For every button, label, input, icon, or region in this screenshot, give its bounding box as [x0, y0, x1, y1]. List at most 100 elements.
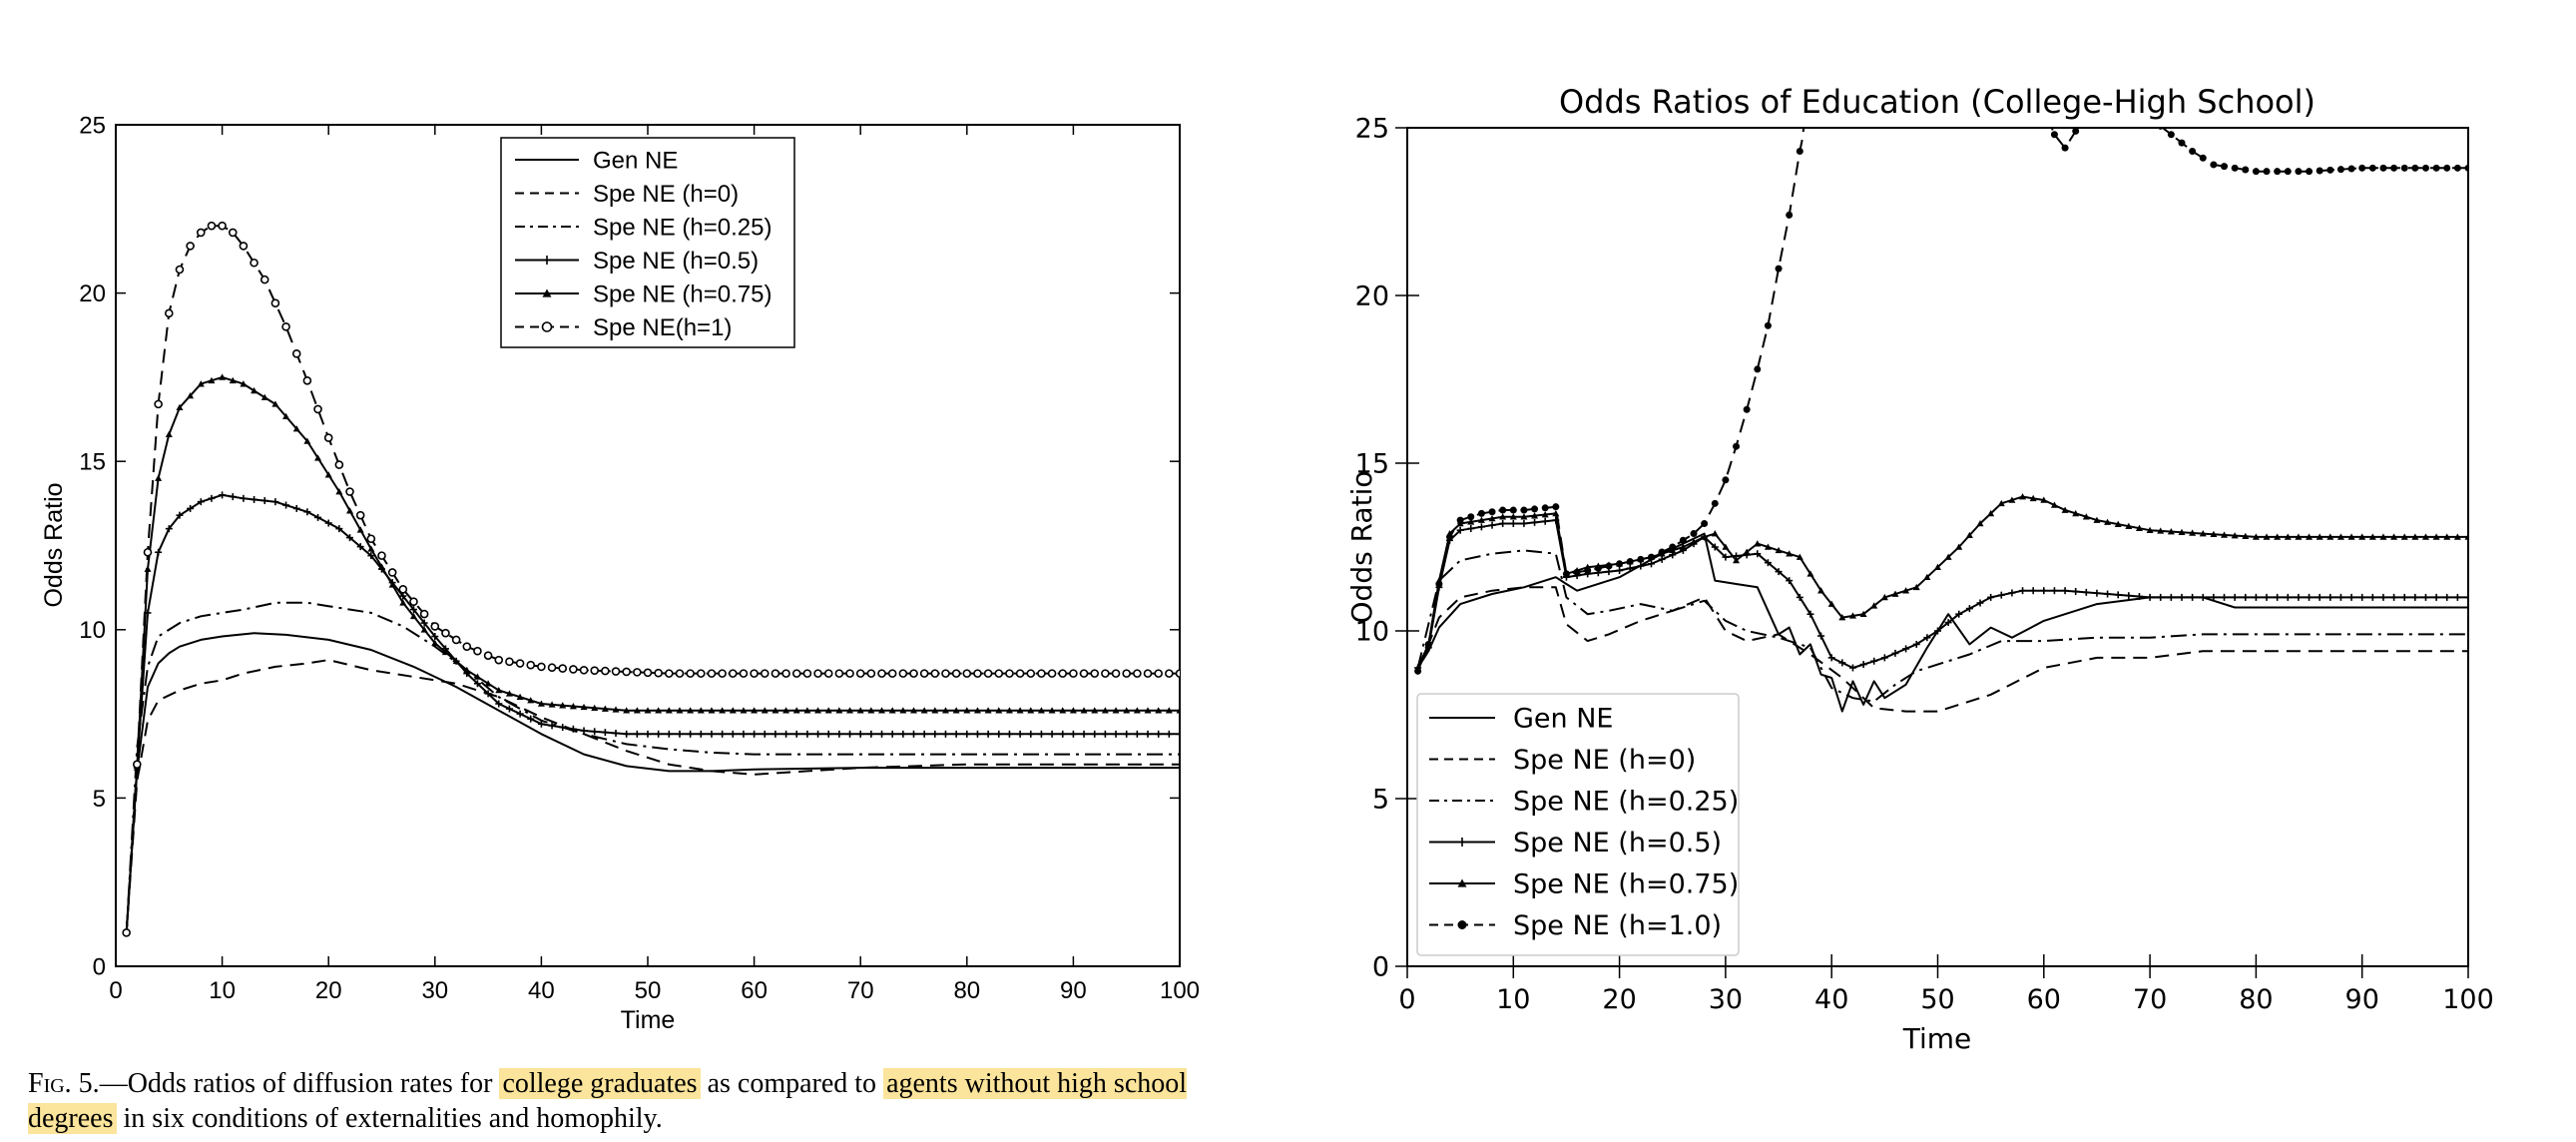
triangle-marker: [1059, 707, 1067, 714]
triangle-marker: [282, 412, 290, 420]
circle-marker: [973, 669, 982, 678]
dot-marker: [1456, 516, 1464, 524]
series-group: [122, 221, 1180, 937]
triangle-marker: [2326, 533, 2334, 540]
triangle-marker: [899, 707, 907, 714]
circle-marker: [547, 663, 557, 673]
circle-marker: [919, 669, 929, 678]
triangle-marker: [1477, 516, 1485, 523]
triangle-marker: [761, 707, 769, 714]
triangle-marker: [1541, 511, 1549, 518]
series-line-4: [1416, 495, 2468, 669]
triangle-marker: [1817, 587, 1825, 594]
x-axis-label: Time: [621, 1006, 676, 1034]
circle-marker: [707, 669, 717, 678]
circle-marker: [877, 669, 886, 678]
x-tick-label: 50: [635, 977, 662, 1004]
x-tick-label: 10: [1496, 984, 1530, 1015]
left-chart: 0 10 20 30 40 50 60 70 80 90 100 0 5 10 15 20 25 Time Od…: [40, 112, 1200, 1034]
triangle-marker: [1048, 707, 1056, 714]
dot-marker: [2400, 164, 2408, 172]
triangle-marker: [2072, 509, 2080, 517]
circle-marker: [823, 669, 833, 678]
dot-marker: [1594, 564, 1602, 572]
triangle-marker: [2347, 533, 2355, 540]
circle-marker: [739, 669, 749, 678]
x-tick-label: 100: [2442, 984, 2494, 1015]
triangle-marker: [729, 707, 737, 714]
circle-marker: [696, 669, 706, 678]
circle-marker: [962, 669, 972, 678]
x-tick-label: 40: [1814, 984, 1848, 1015]
triangle-marker: [803, 707, 811, 714]
triangle-marker: [1711, 530, 1719, 537]
circle-marker: [855, 669, 865, 678]
triangle-marker: [835, 707, 843, 714]
triangle-marker: [1552, 509, 1560, 517]
y-tick-label: 25: [1355, 113, 1389, 144]
circle-marker: [813, 669, 822, 678]
circle-marker: [728, 669, 738, 678]
dot-marker: [2358, 164, 2366, 172]
triangle-marker: [2104, 518, 2112, 525]
circle-marker: [462, 642, 472, 651]
caption-text-1: —Odds ratios of diffusion rates for: [99, 1068, 500, 1099]
legend-box: [1416, 693, 1740, 956]
triangle-marker: [633, 707, 641, 714]
x-tick-label: 80: [2239, 984, 2273, 1015]
triangle-marker: [910, 707, 917, 714]
triangle-marker: [495, 686, 503, 694]
dot-marker: [2210, 161, 2218, 169]
dot-marker: [2221, 163, 2229, 171]
circle-marker: [675, 669, 685, 678]
x-tick-label: 30: [1709, 984, 1743, 1015]
triangle-marker: [2379, 533, 2387, 540]
circle-marker: [686, 669, 695, 678]
triangle-marker: [1870, 602, 1878, 609]
triangle-marker: [963, 707, 971, 714]
circle-marker: [334, 460, 344, 469]
triangle-marker: [452, 657, 460, 665]
circle-marker: [1090, 669, 1100, 678]
triangle-marker: [176, 403, 184, 411]
circle-marker: [259, 275, 269, 285]
circle-marker: [441, 628, 450, 638]
circle-marker: [1047, 669, 1057, 678]
dot-marker: [2432, 164, 2440, 172]
circle-marker: [1026, 669, 1036, 678]
circle-marker: [930, 669, 940, 678]
triangle-marker: [995, 707, 1003, 714]
triangle-marker: [2358, 533, 2366, 540]
circle-marker: [718, 669, 727, 678]
triangle-marker: [548, 701, 556, 708]
triangle-marker: [2368, 533, 2376, 540]
circle-marker: [154, 399, 163, 409]
dot-marker: [2390, 164, 2398, 172]
triangle-marker: [505, 690, 513, 697]
circle-marker: [898, 669, 908, 678]
series-line-3: [125, 493, 1180, 933]
circle-marker: [1165, 669, 1174, 678]
circle-marker: [1111, 669, 1121, 678]
dot-marker: [1488, 508, 1496, 516]
circle-marker: [165, 308, 174, 318]
circle-marker: [505, 657, 514, 667]
dot-marker: [2072, 128, 2080, 135]
triangle-marker: [772, 707, 779, 714]
x-tick-label: 70: [847, 977, 874, 1004]
dot-marker: [2242, 166, 2250, 174]
triangle-marker: [1499, 513, 1507, 520]
circle-marker: [323, 433, 333, 442]
circle-marker: [281, 322, 290, 331]
circle-marker: [590, 666, 600, 675]
triangle-marker: [1754, 540, 1762, 547]
triangle-marker: [2167, 528, 2175, 535]
triangle-marker: [537, 700, 545, 707]
triangle-marker: [1775, 546, 1783, 554]
dot-marker: [1637, 555, 1645, 563]
legend-label-4: Spe NE (h=0.75): [593, 282, 772, 308]
triangle-marker: [303, 437, 311, 444]
triangle-marker: [197, 380, 205, 387]
dot-marker: [1616, 560, 1624, 568]
triangle-marker: [1123, 707, 1131, 714]
